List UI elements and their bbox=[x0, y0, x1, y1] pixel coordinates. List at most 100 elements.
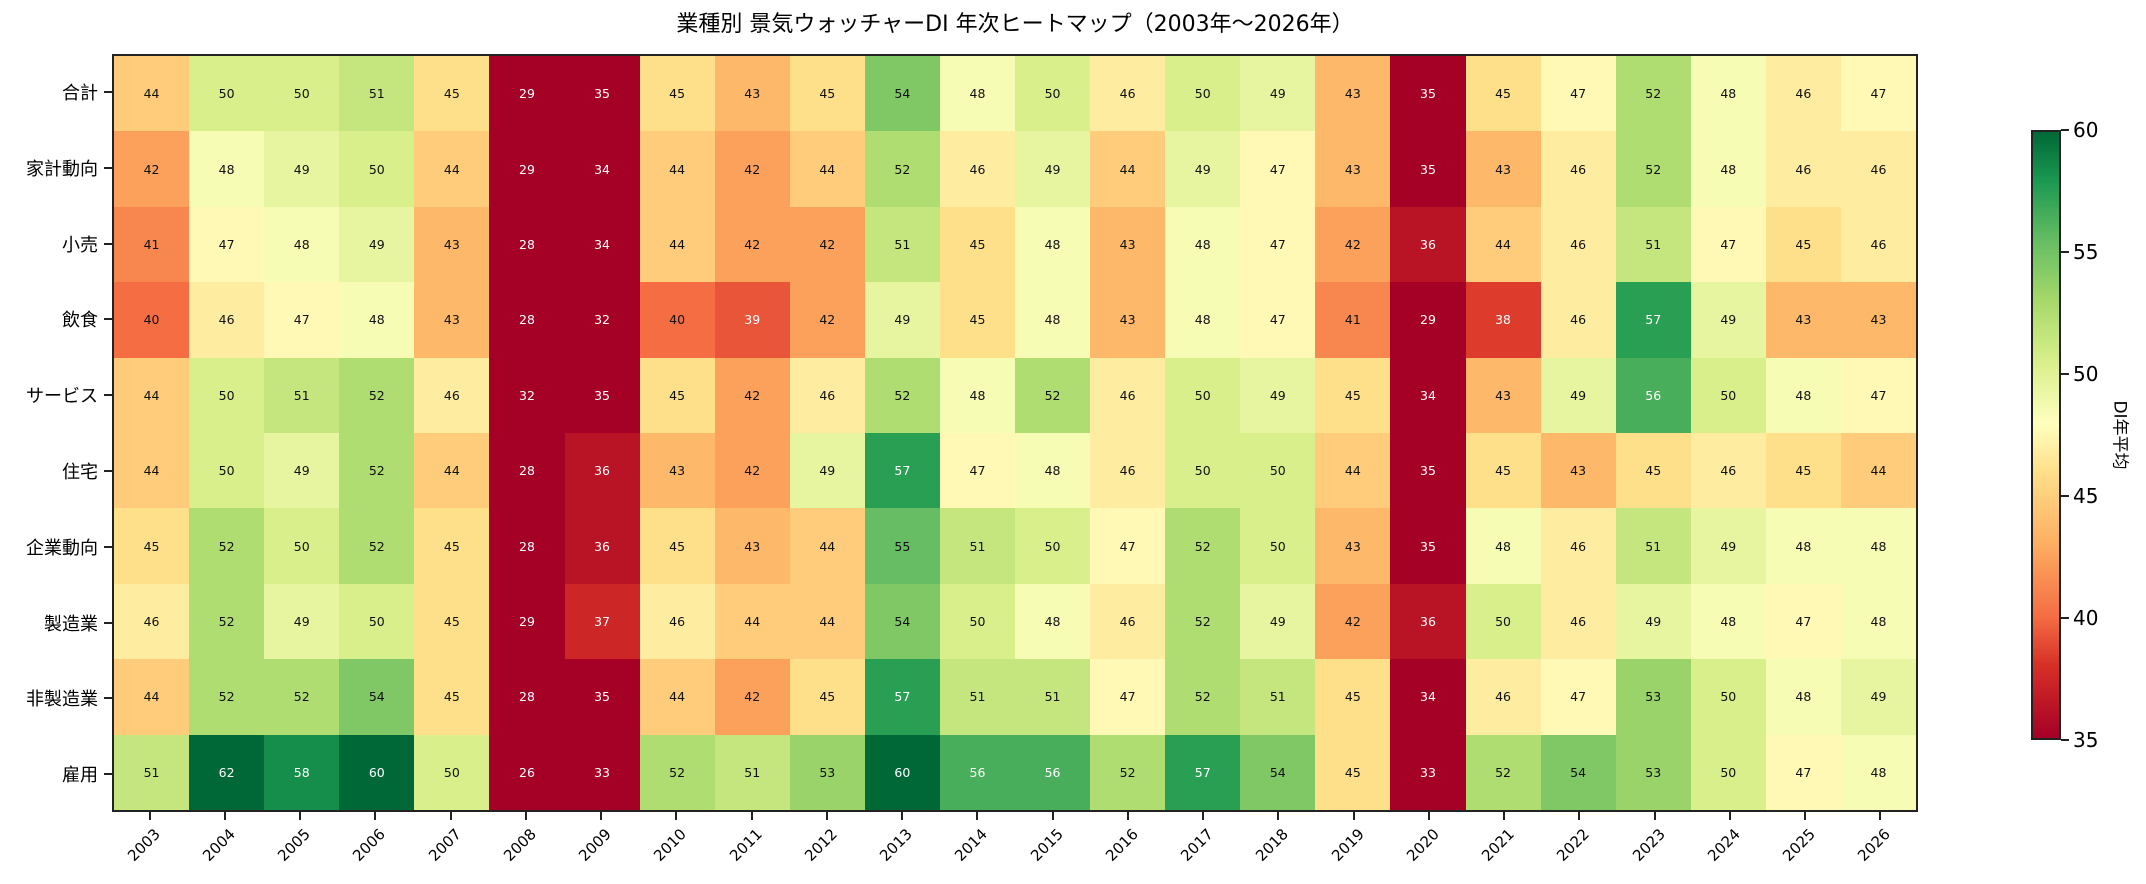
heatmap-cell: 43 bbox=[1765, 282, 1841, 358]
heatmap-cell: 49 bbox=[264, 583, 340, 660]
colorbar-tick-label: 60 bbox=[2073, 118, 2099, 142]
heatmap-cell: 48 bbox=[1015, 433, 1091, 509]
heatmap-cell: 50 bbox=[339, 583, 415, 660]
heatmap-cell: 42 bbox=[714, 357, 790, 433]
heatmap-cell: 48 bbox=[1690, 56, 1766, 132]
heatmap-cell: 44 bbox=[639, 206, 715, 283]
colorbar bbox=[2031, 130, 2061, 740]
heatmap-cell: 28 bbox=[489, 282, 565, 358]
heatmap-cell: 46 bbox=[639, 583, 715, 660]
heatmap-cell: 42 bbox=[714, 206, 790, 283]
heatmap-cell: 44 bbox=[1315, 433, 1391, 509]
heatmap-cell: 44 bbox=[789, 508, 865, 584]
heatmap-cell: 54 bbox=[1540, 734, 1616, 810]
heatmap-cell: 52 bbox=[264, 659, 340, 735]
heatmap-cell: 47 bbox=[1540, 56, 1616, 132]
heatmap-cell: 49 bbox=[264, 433, 340, 509]
heatmap-cell: 57 bbox=[864, 433, 940, 509]
heatmap-cell: 60 bbox=[864, 734, 940, 810]
heatmap-cell: 49 bbox=[1690, 282, 1766, 358]
x-tick-label: 2024 bbox=[1704, 825, 1744, 865]
heatmap-cell: 48 bbox=[339, 282, 415, 358]
heatmap-cell: 46 bbox=[939, 131, 1015, 207]
heatmap-grid: 44 50 50 51 45 29 35 45 43 45 54 48 50 46 50 49 43 35 45 47… bbox=[114, 56, 1916, 810]
heatmap-cell: 47 bbox=[1765, 583, 1841, 660]
x-tick-label: 2008 bbox=[500, 825, 540, 865]
heatmap-cell: 45 bbox=[639, 508, 715, 584]
heatmap-cell: 43 bbox=[714, 56, 790, 132]
heatmap-cell: 44 bbox=[114, 659, 190, 735]
heatmap-cell: 29 bbox=[1390, 282, 1466, 358]
heatmap-cell: 49 bbox=[1240, 357, 1316, 433]
heatmap-cell: 47 bbox=[1090, 659, 1166, 735]
x-tick-label: 2022 bbox=[1553, 825, 1594, 865]
x-tick bbox=[1879, 812, 1882, 820]
heatmap-cell: 42 bbox=[1315, 206, 1391, 283]
x-tick bbox=[1427, 812, 1430, 820]
colorbar-tick-label: 40 bbox=[2073, 606, 2099, 630]
heatmap-cell: 50 bbox=[264, 508, 340, 584]
x-tick-label: 2026 bbox=[1854, 825, 1895, 865]
y-tick bbox=[104, 90, 112, 93]
colorbar-tick bbox=[2061, 373, 2069, 375]
heatmap-cell: 52 bbox=[1090, 734, 1166, 810]
y-tick-label: 家計動向 bbox=[26, 158, 98, 180]
colorbar-label: DI年平均 bbox=[2109, 400, 2130, 470]
heatmap-cell: 42 bbox=[789, 282, 865, 358]
heatmap-cell: 56 bbox=[1615, 357, 1691, 433]
heatmap-cell: 47 bbox=[1840, 357, 1916, 433]
heatmap-cell: 60 bbox=[339, 734, 415, 810]
heatmap-cell: 49 bbox=[1165, 131, 1241, 207]
chart-title: 業種別 景気ウォッチャーDI 年次ヒートマップ（2003年〜2026年） bbox=[676, 12, 1354, 37]
heatmap-cell: 26 bbox=[489, 734, 565, 810]
heatmap-cell: 50 bbox=[1240, 433, 1316, 509]
heatmap-cell: 52 bbox=[864, 357, 940, 433]
heatmap-cell: 46 bbox=[1540, 206, 1616, 283]
heatmap-cell: 52 bbox=[189, 508, 265, 584]
x-tick bbox=[524, 812, 527, 820]
heatmap-cell: 39 bbox=[714, 282, 790, 358]
heatmap-cell: 46 bbox=[1090, 357, 1166, 433]
heatmap-cell: 29 bbox=[489, 56, 565, 132]
heatmap-cell: 33 bbox=[564, 734, 640, 810]
heatmap-cell: 38 bbox=[1465, 282, 1541, 358]
heatmap-cell: 46 bbox=[1090, 56, 1166, 132]
y-tick-label: サービス bbox=[26, 386, 98, 408]
heatmap-cell: 48 bbox=[1690, 131, 1766, 207]
heatmap-cell: 44 bbox=[789, 583, 865, 660]
heatmap-cell: 45 bbox=[1465, 56, 1541, 132]
heatmap-cell: 52 bbox=[639, 734, 715, 810]
heatmap-cell: 54 bbox=[864, 583, 940, 660]
x-tick bbox=[1728, 812, 1731, 820]
heatmap-cell: 53 bbox=[1615, 659, 1691, 735]
heatmap-cell: 44 bbox=[1465, 206, 1541, 283]
heatmap-cell: 36 bbox=[1390, 583, 1466, 660]
x-tick bbox=[1051, 812, 1054, 820]
heatmap-cell: 46 bbox=[1765, 131, 1841, 207]
x-tick bbox=[1126, 812, 1129, 820]
heatmap-cell: 44 bbox=[114, 56, 190, 132]
heatmap-cell: 48 bbox=[939, 56, 1015, 132]
x-tick-label: 2009 bbox=[575, 825, 615, 865]
heatmap-cell: 43 bbox=[1090, 282, 1166, 358]
heatmap-cell: 46 bbox=[1540, 583, 1616, 660]
heatmap-cell: 43 bbox=[1840, 282, 1916, 358]
heatmap-cell: 46 bbox=[1765, 56, 1841, 132]
heatmap-cell: 45 bbox=[1315, 357, 1391, 433]
heatmap-cell: 56 bbox=[939, 734, 1015, 810]
colorbar-tick bbox=[2061, 129, 2069, 131]
y-tick bbox=[104, 166, 112, 169]
heatmap-cell: 45 bbox=[114, 508, 190, 584]
heatmap-cell: 37 bbox=[564, 583, 640, 660]
heatmap-cell: 34 bbox=[1390, 659, 1466, 735]
heatmap-cell: 46 bbox=[1690, 433, 1766, 509]
heatmap-cell: 49 bbox=[789, 433, 865, 509]
x-tick-label: 2010 bbox=[650, 825, 691, 865]
heatmap-cell: 49 bbox=[1540, 357, 1616, 433]
heatmap-cell: 57 bbox=[1165, 734, 1241, 810]
heatmap-cell: 48 bbox=[1840, 508, 1916, 584]
heatmap-cell: 48 bbox=[1165, 282, 1241, 358]
heatmap-cell: 50 bbox=[1015, 508, 1091, 584]
heatmap-cell: 28 bbox=[489, 433, 565, 509]
heatmap-cell: 46 bbox=[1540, 508, 1616, 584]
